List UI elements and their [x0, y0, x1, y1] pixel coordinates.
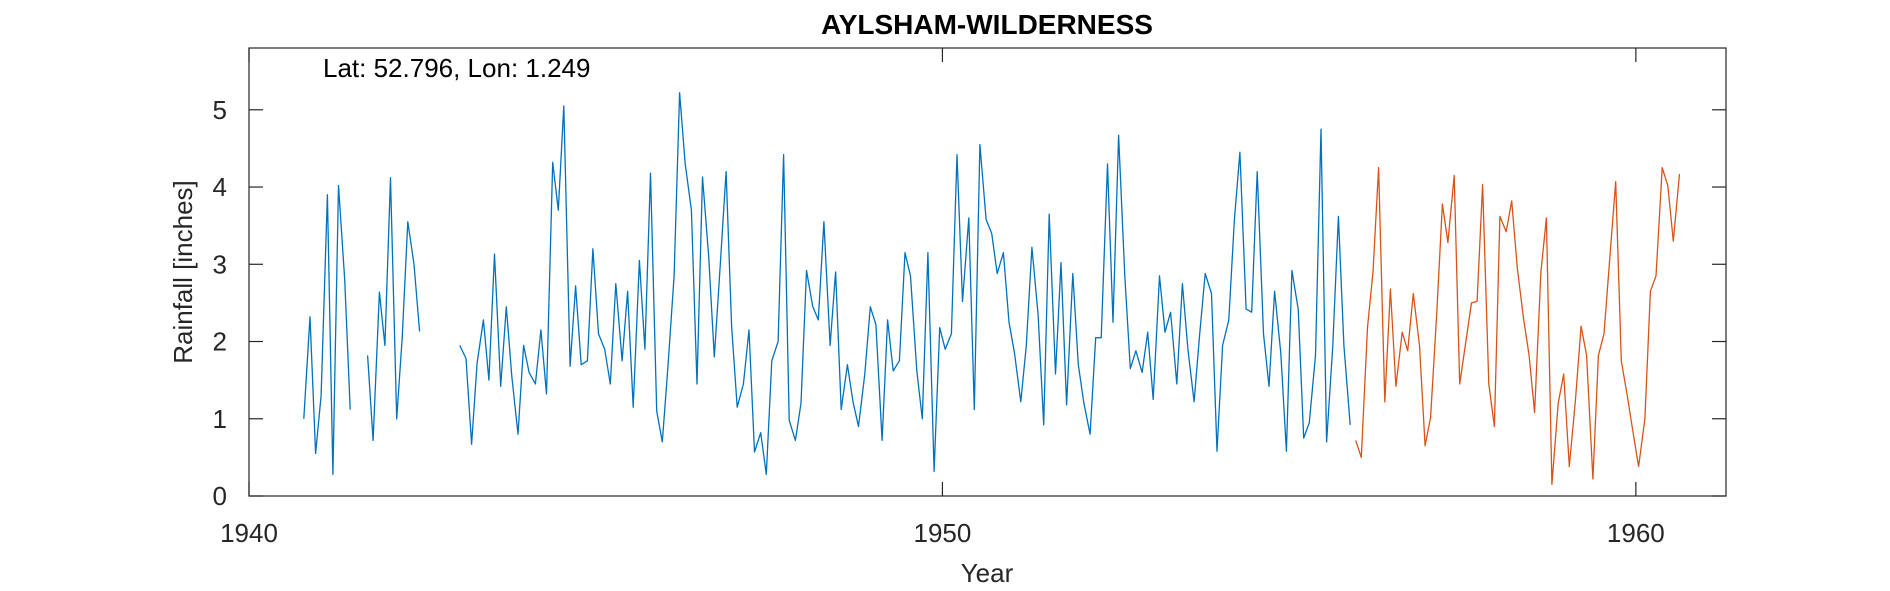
y-axis-label: Rainfall [inches] [168, 180, 198, 364]
x-tick-label: 1940 [220, 518, 278, 548]
series-2-line-segment-1 [1355, 167, 1681, 486]
y-tick-label: 2 [213, 327, 227, 357]
data-series [303, 92, 1681, 486]
y-tick-label: 3 [213, 249, 227, 279]
x-tick-label: 1950 [914, 518, 972, 548]
y-tick-label: 0 [213, 481, 227, 511]
x-tick-label: 1960 [1607, 518, 1665, 548]
series-1-line-segment-1 [303, 184, 351, 476]
series-1-line-segment-2 [366, 177, 421, 442]
chart-title: AYLSHAM-WILDERNESS [821, 9, 1153, 40]
x-axis: 1940 1950 1960 [220, 48, 1665, 548]
x-axis-label: Year [961, 558, 1014, 588]
y-tick-label: 4 [213, 172, 227, 202]
plot-area [248, 47, 1727, 497]
y-tick-label: 1 [213, 404, 227, 434]
series-1-line-segment-3 [459, 92, 1351, 476]
y-tick-label: 5 [213, 95, 227, 125]
plot-frame [248, 47, 1727, 497]
location-annotation: Lat: 52.796, Lon: 1.249 [323, 53, 590, 83]
y-axis: 0 1 2 3 4 5 [213, 95, 1726, 511]
